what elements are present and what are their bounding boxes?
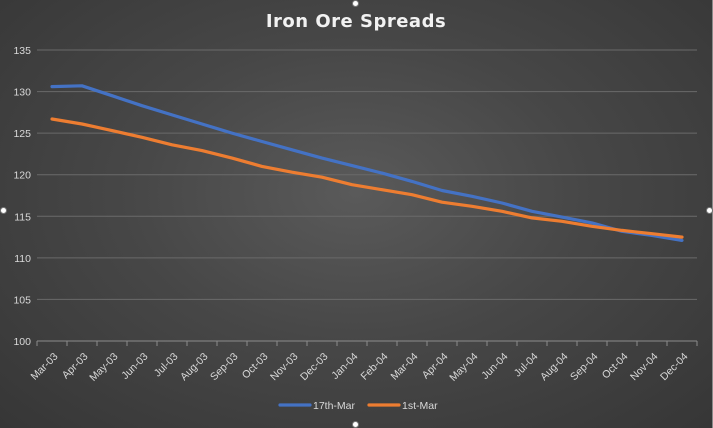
x-tick-label: Jun-04: [479, 351, 510, 382]
gridlines: [37, 49, 697, 342]
resize-handle-bottom[interactable]: [352, 421, 359, 428]
resize-handle-right[interactable]: [706, 207, 713, 214]
legend-label: 1st-Mar: [402, 400, 438, 412]
x-tick-label: Sep-03: [208, 351, 241, 384]
y-tick-label: 115: [14, 211, 31, 223]
x-tick-label: Dec-03: [298, 351, 331, 384]
y-axis-ticks: 100 105 110 115 120 125 130 135: [13, 45, 31, 348]
x-tick-label: Sep-04: [568, 351, 601, 384]
x-tick-label: Nov-04: [628, 351, 661, 384]
y-tick-label: 125: [13, 128, 31, 140]
series-line[interactable]: [50, 117, 684, 239]
x-tick-label: Feb-04: [358, 351, 390, 383]
x-tick-label: Mar-03: [28, 351, 60, 383]
x-tick-label: Oct-04: [600, 351, 631, 382]
resize-handle-top[interactable]: [352, 0, 359, 7]
y-tick-label: 105: [13, 294, 31, 306]
legend-label: 17th-Mar: [313, 400, 356, 412]
chart-title: Iron Ore Spreads: [266, 11, 446, 32]
y-tick-label: 100: [13, 336, 31, 348]
y-tick-label: 120: [13, 170, 31, 182]
x-tick-label: Apr-03: [60, 351, 91, 382]
series-line[interactable]: [50, 84, 684, 242]
legend: 17th-Mar 1st-Mar: [278, 400, 438, 412]
x-tick-label: Jan-04: [329, 351, 360, 382]
y-tick-label: 135: [13, 45, 31, 57]
x-tick-label: Mar-04: [388, 351, 420, 383]
series-lines: [50, 84, 684, 242]
x-tick-label: Oct-03: [240, 351, 271, 382]
x-tick-label: May-04: [447, 351, 480, 384]
x-tick-label: Aug-03: [178, 351, 211, 384]
x-tick-label: Jul-03: [152, 351, 181, 380]
x-tick-label: Apr-04: [420, 351, 451, 382]
x-tick-label: Jul-04: [512, 351, 541, 380]
y-tick-label: 110: [14, 253, 31, 265]
resize-handle-left[interactable]: [0, 207, 7, 214]
x-tick-label: Jun-03: [119, 351, 150, 382]
x-tick-label: May-03: [87, 351, 120, 384]
x-tick-label: Dec-04: [658, 351, 691, 384]
y-tick-label: 130: [13, 87, 31, 99]
x-tick-label: Aug-04: [538, 351, 571, 384]
x-tick-label: Nov-03: [268, 351, 301, 384]
